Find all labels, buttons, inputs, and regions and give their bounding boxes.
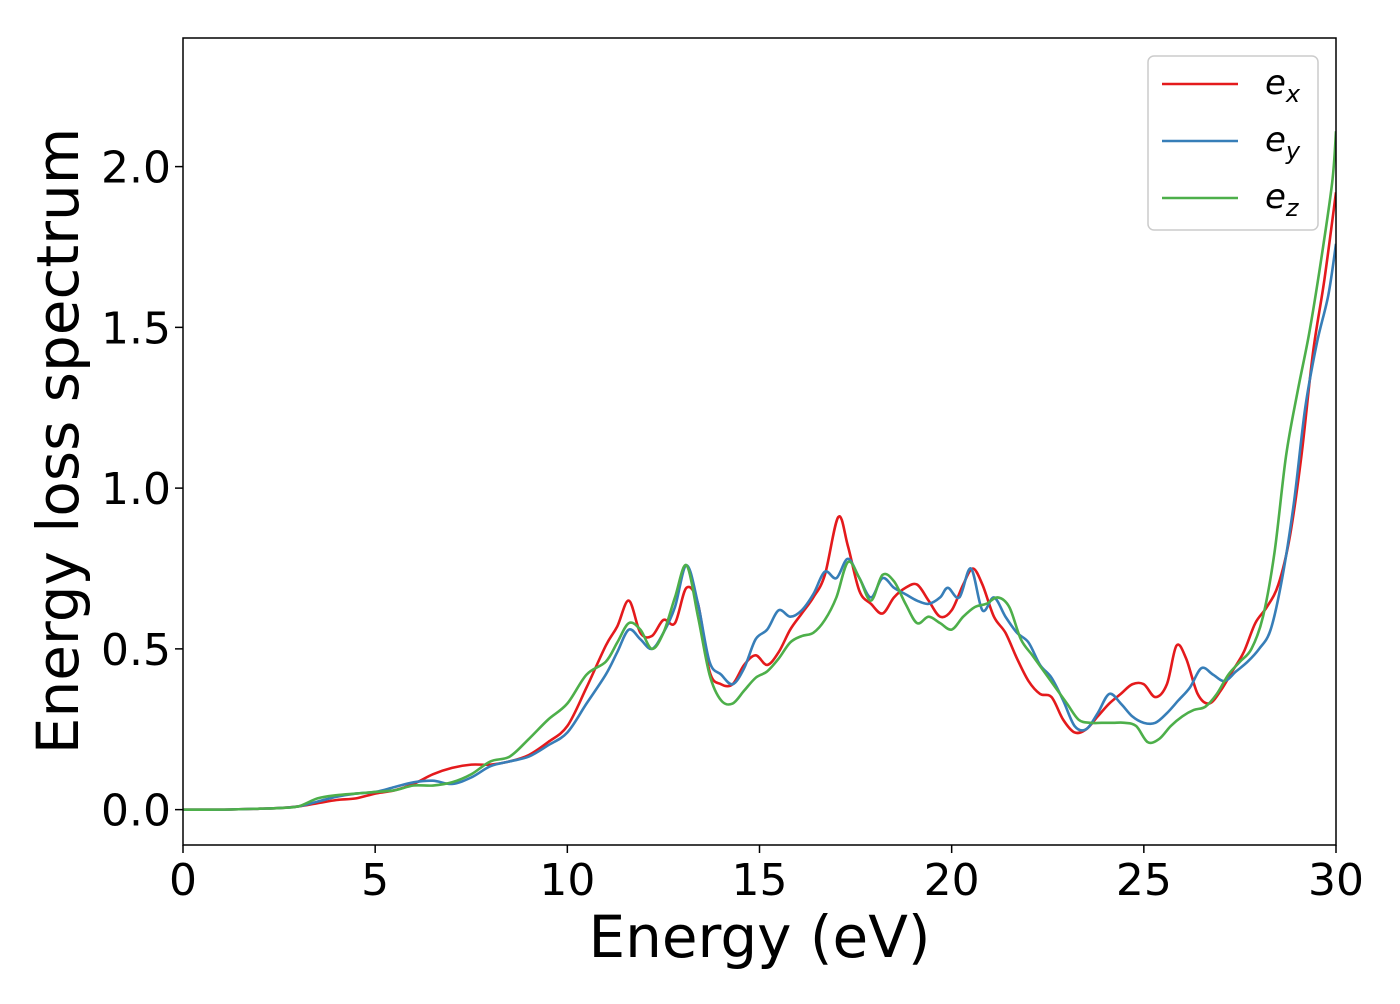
series-layer: [183, 131, 1336, 812]
x-tick-label: 10: [539, 855, 595, 906]
x-axis-label: Energy (eV): [588, 903, 930, 971]
legend-box: [1147, 55, 1319, 231]
legend: ex ey ez: [1147, 55, 1319, 231]
y-tick-label: 1.0: [101, 464, 171, 515]
legend-entry-e-z: ez: [1162, 177, 1300, 222]
y-tick-label: 2.0: [101, 143, 171, 194]
x-tick-label: 25: [1116, 855, 1172, 906]
series-line-e-z: [183, 131, 1336, 812]
legend-label: ex: [1265, 63, 1301, 108]
legend-entries: ex ey ez: [1162, 63, 1301, 222]
legend-label: ez: [1265, 177, 1300, 222]
series-line-e-y: [183, 243, 1336, 812]
x-tick-label: 5: [361, 855, 389, 906]
y-tick-label: 0.5: [101, 625, 171, 676]
y-tick-label: 0.0: [101, 786, 171, 837]
legend-entry-e-y: ey: [1162, 120, 1301, 165]
x-tick-label: 30: [1308, 855, 1364, 906]
x-tick-label: 20: [924, 855, 980, 906]
y-axis-label: Energy loss spectrum: [24, 128, 92, 754]
x-tick-label: 0: [169, 855, 197, 906]
legend-entry-e-x: ex: [1162, 63, 1301, 108]
legend-label: ey: [1265, 120, 1301, 165]
x-tick-label: 15: [732, 855, 788, 906]
y-tick-label: 1.5: [101, 303, 171, 354]
ticks-layer: 0 5 10 15 20 25 30 0.0 0.5 1.0 1.5 2.0: [101, 143, 1364, 906]
